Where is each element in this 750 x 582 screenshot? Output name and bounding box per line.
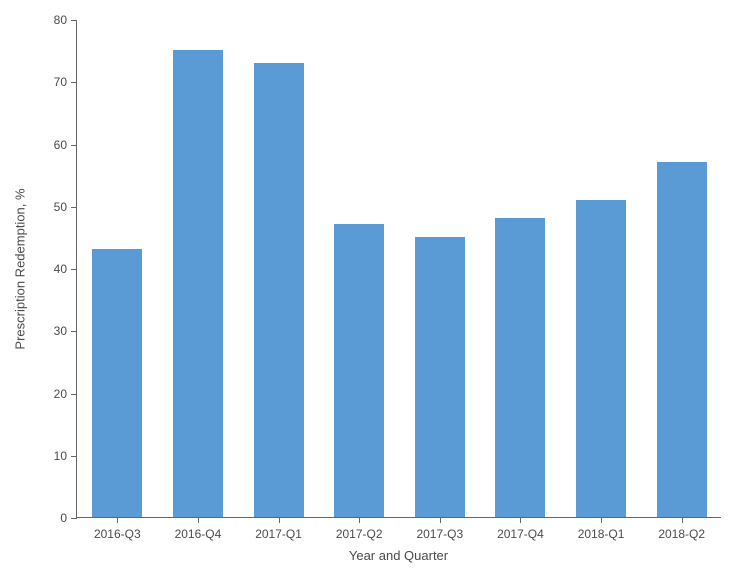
bar — [254, 63, 304, 517]
x-tick — [359, 517, 360, 523]
y-tick — [71, 20, 77, 21]
x-tick — [279, 517, 280, 523]
x-tick-label: 2017-Q3 — [416, 527, 463, 541]
y-tick — [71, 207, 77, 208]
y-tick-label: 20 — [54, 387, 67, 401]
x-tick-label: 2016-Q3 — [94, 527, 141, 541]
bar — [495, 218, 545, 517]
y-axis-title: Prescription Redemption, % — [13, 188, 28, 349]
x-tick-label: 2018-Q2 — [658, 527, 705, 541]
bar — [173, 50, 223, 517]
x-tick-label: 2017-Q4 — [497, 527, 544, 541]
x-tick-label: 2018-Q1 — [578, 527, 625, 541]
y-tick-label: 40 — [54, 262, 67, 276]
x-tick — [682, 517, 683, 523]
bar-chart: 0 10 20 30 40 50 60 70 80 2016-Q3 2016-Q4 2017-Q1 20… — [0, 0, 750, 582]
y-tick — [71, 145, 77, 146]
x-tick — [117, 517, 118, 523]
bar — [92, 249, 142, 517]
bar — [576, 200, 626, 517]
y-tick — [71, 269, 77, 270]
x-tick — [198, 517, 199, 523]
y-tick-label: 60 — [54, 138, 67, 152]
y-tick — [71, 518, 77, 519]
bar — [657, 162, 707, 517]
y-tick — [71, 82, 77, 83]
x-tick — [520, 517, 521, 523]
y-tick-label: 50 — [54, 200, 67, 214]
y-tick — [71, 394, 77, 395]
y-tick — [71, 456, 77, 457]
bar — [334, 224, 384, 517]
x-tick-label: 2017-Q1 — [255, 527, 302, 541]
x-tick — [601, 517, 602, 523]
x-axis-title: Year and Quarter — [349, 548, 448, 563]
y-tick-label: 30 — [54, 324, 67, 338]
x-tick — [440, 517, 441, 523]
y-tick-label: 80 — [54, 13, 67, 27]
y-tick — [71, 331, 77, 332]
bar — [415, 237, 465, 517]
x-tick-label: 2016-Q4 — [175, 527, 222, 541]
y-tick-label: 0 — [60, 511, 67, 525]
x-tick-label: 2017-Q2 — [336, 527, 383, 541]
plot-area: 010203040506070802016-Q32016-Q42017-Q120… — [76, 20, 721, 518]
y-tick-label: 70 — [54, 75, 67, 89]
y-tick-label: 10 — [54, 449, 67, 463]
